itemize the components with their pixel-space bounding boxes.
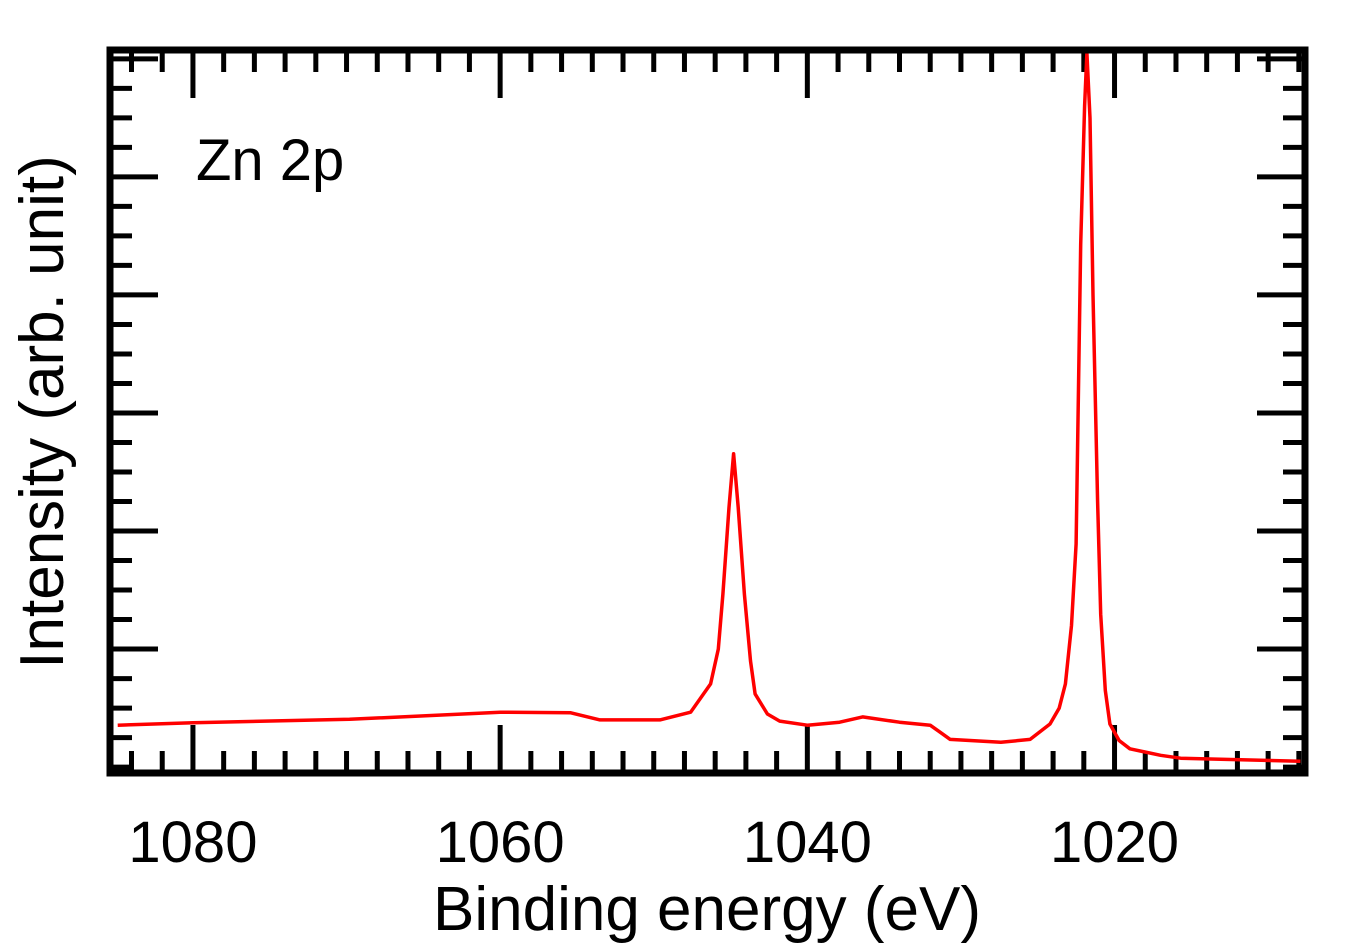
panel-annotation: Zn 2p <box>196 128 344 193</box>
x-tick-label: 1040 <box>743 810 872 875</box>
x-axis-label: Binding energy (eV) <box>433 875 981 944</box>
axis-ticks <box>110 50 1305 773</box>
x-tick-label: 1060 <box>436 810 565 875</box>
y-axis-label: Intensity (arb. unit) <box>8 155 77 668</box>
x-tick-label: 1080 <box>128 810 257 875</box>
spectrum-line <box>117 51 1301 763</box>
x-tick-label: 1020 <box>1050 810 1179 875</box>
x-tick-labels: 1080 1060 1040 1020 <box>128 810 1179 875</box>
plot-frame <box>106 46 1309 777</box>
